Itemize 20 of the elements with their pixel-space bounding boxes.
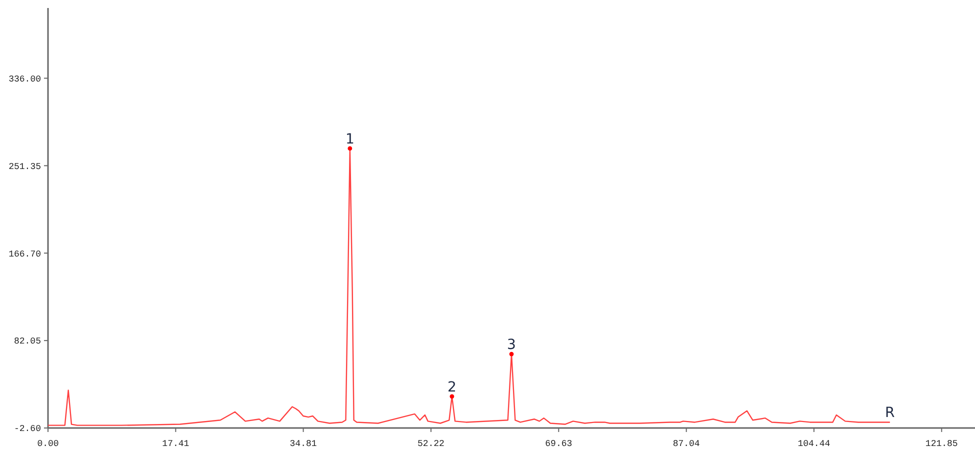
x-tick-label: 52.22: [417, 439, 444, 449]
x-tick-label: 17.41: [162, 439, 190, 449]
annotation: 3: [507, 337, 516, 354]
annotation: 1: [345, 131, 354, 148]
annotation: R: [885, 405, 896, 422]
y-tick-label: 336.00: [8, 74, 41, 84]
x-tick-label: 87.04: [672, 439, 700, 449]
y-tick-label: 251.35: [8, 162, 41, 172]
y-tick-label: 166.70: [8, 249, 41, 260]
y-tick-label: 82.05: [14, 336, 41, 347]
point: [509, 352, 514, 356]
point: [450, 394, 454, 399]
x-tick-label: 0.00: [37, 439, 59, 449]
annotation: 2: [447, 379, 456, 396]
x-tick-label: 121.85: [925, 439, 958, 449]
x-tick-label: 69.63: [545, 439, 572, 449]
y-tick-label: -2.60: [14, 424, 41, 434]
point: [348, 146, 352, 151]
x-tick-label: 34.81: [290, 439, 317, 449]
x-tick-label: 104.44: [798, 439, 830, 449]
